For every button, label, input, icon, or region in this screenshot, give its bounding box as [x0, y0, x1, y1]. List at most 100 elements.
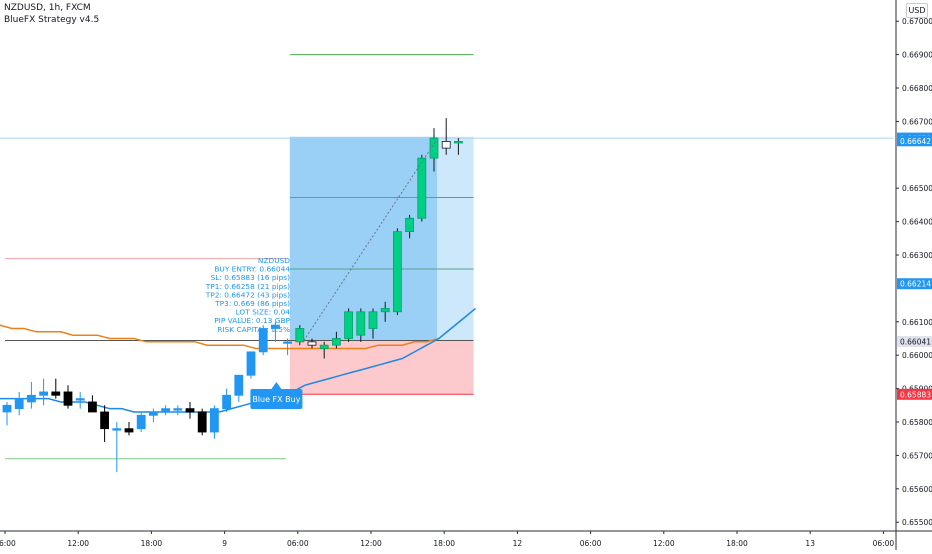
trade-info-line: TP2: 0.66472 (43 pips): [205, 290, 290, 299]
candle-body: [100, 411, 109, 430]
signal-label: Blue FX Buy: [252, 395, 300, 404]
candle[interactable]: [380, 301, 390, 322]
candle[interactable]: [344, 308, 354, 342]
signal-marker[interactable]: Blue FX Buy: [250, 382, 303, 409]
currency-button[interactable]: USD: [906, 3, 928, 18]
price-tick-label: 0.65700: [902, 451, 932, 460]
candle-body: [344, 311, 354, 339]
candle[interactable]: [368, 308, 378, 339]
candle[interactable]: [222, 388, 232, 412]
candle-body: [75, 398, 85, 401]
price-tick-label: 0.66000: [902, 351, 932, 360]
candles: [2, 118, 463, 473]
candle-body: [368, 311, 378, 329]
signal-arrow: [271, 382, 282, 389]
candle[interactable]: [295, 325, 305, 346]
candle[interactable]: [14, 391, 24, 416]
price-label: 0.66642: [900, 137, 931, 146]
candle[interactable]: [234, 374, 244, 402]
candle-body: [14, 398, 24, 410]
candle[interactable]: [39, 378, 48, 406]
trade-info-line: PIP VALUE: 0.13 GBP: [214, 316, 290, 325]
candle[interactable]: [197, 408, 207, 436]
candle[interactable]: [417, 154, 427, 222]
candle-body: [124, 428, 134, 433]
candle-body: [246, 351, 256, 376]
candle-body: [136, 414, 146, 430]
trade-info-line: TP1: 0.66258 (21 pips): [205, 282, 290, 291]
price-label: 0.65883: [900, 390, 931, 399]
candle[interactable]: [148, 408, 158, 422]
candle-body: [63, 391, 73, 406]
candle[interactable]: [136, 411, 146, 433]
candle-body: [234, 374, 244, 396]
candle[interactable]: [392, 228, 402, 316]
candle[interactable]: [270, 321, 280, 342]
candle-body: [453, 141, 463, 144]
candle-body: [197, 411, 207, 433]
price-tick-label: 0.66500: [902, 184, 932, 193]
candle[interactable]: [258, 325, 268, 356]
candle[interactable]: [112, 422, 122, 473]
candle[interactable]: [405, 214, 415, 239]
candle[interactable]: [51, 378, 61, 399]
candle[interactable]: [307, 338, 317, 349]
candle[interactable]: [88, 395, 97, 413]
price-label-box: [897, 278, 932, 290]
candle-body: [307, 341, 317, 346]
symbol-title[interactable]: NZDUSD, 1h, FXCM: [4, 3, 91, 13]
time-tick-label: 12: [513, 539, 523, 548]
candle[interactable]: [63, 385, 73, 409]
profit-zone: [289, 136, 437, 341]
candle[interactable]: [356, 308, 366, 342]
candle[interactable]: [283, 338, 293, 356]
price-tick-label: 0.65600: [902, 485, 932, 494]
candle[interactable]: [100, 405, 109, 443]
candle[interactable]: [185, 401, 195, 419]
candle-body: [185, 408, 195, 413]
candle[interactable]: [209, 405, 219, 439]
candle[interactable]: [2, 401, 12, 426]
candle[interactable]: [75, 391, 85, 409]
price-label-box: [897, 336, 932, 348]
candle[interactable]: [26, 381, 36, 409]
candle[interactable]: [331, 331, 341, 349]
trade-info-line: TP3: 0.669 (86 pips): [214, 299, 290, 308]
time-tick-label: 13: [805, 539, 815, 548]
signal-label-box: [250, 389, 303, 409]
candle[interactable]: [319, 341, 329, 359]
candle[interactable]: [441, 118, 451, 155]
time-tick-label: 18:00: [141, 539, 163, 548]
candle[interactable]: [453, 138, 463, 155]
time-tick-label: 18:00: [726, 539, 748, 548]
candle[interactable]: [161, 405, 171, 416]
time-axis: 06:00 12:00 18:00 9 06:00 12:00 18:00 12 06:00 12…: [0, 530, 932, 548]
indicator-name[interactable]: BlueFX Strategy v4.5: [4, 15, 100, 25]
candle-body: [161, 408, 171, 413]
candle-body: [270, 324, 280, 329]
candle[interactable]: [246, 351, 256, 379]
candle-body: [39, 391, 48, 396]
candle[interactable]: [124, 422, 134, 436]
trade-info-line: LOT SIZE: 0.04: [236, 308, 291, 317]
price-tick-label: 0.66900: [902, 51, 932, 60]
candle-body: [2, 404, 12, 413]
candle[interactable]: [429, 128, 439, 172]
moving-averages: [0, 307, 476, 413]
trade-info-line: SL: 0.65883 (16 pips): [211, 273, 290, 282]
blue-moving-average: [0, 307, 476, 413]
price-label-box: [897, 135, 932, 147]
price-label: 0.66214: [900, 280, 931, 289]
loss-zone: [289, 340, 474, 395]
candle-body: [405, 217, 415, 233]
time-tick-label: 06:00: [873, 539, 895, 548]
price-axis: 0.67000 0.66900 0.66800 0.66700 0.66500 0.664…: [895, 0, 932, 550]
price-tick-label: 0.66700: [902, 117, 932, 126]
candle[interactable]: [173, 405, 183, 416]
candle-body: [173, 408, 183, 411]
candle-body: [209, 408, 219, 433]
candle-body: [392, 231, 402, 313]
